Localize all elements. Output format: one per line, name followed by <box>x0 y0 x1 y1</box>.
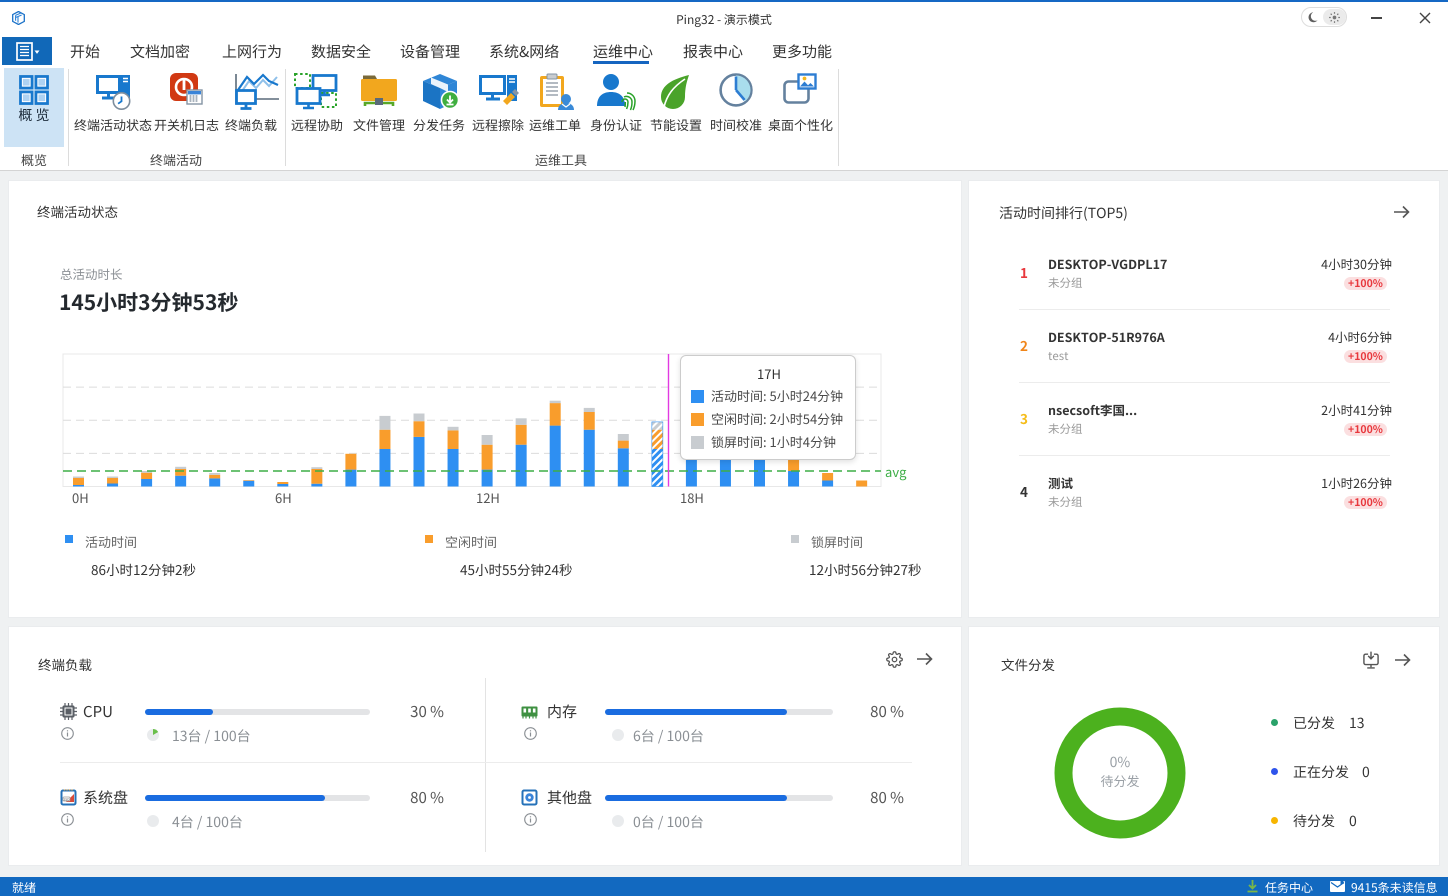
svg-text:SSD: SSD <box>64 796 70 801</box>
